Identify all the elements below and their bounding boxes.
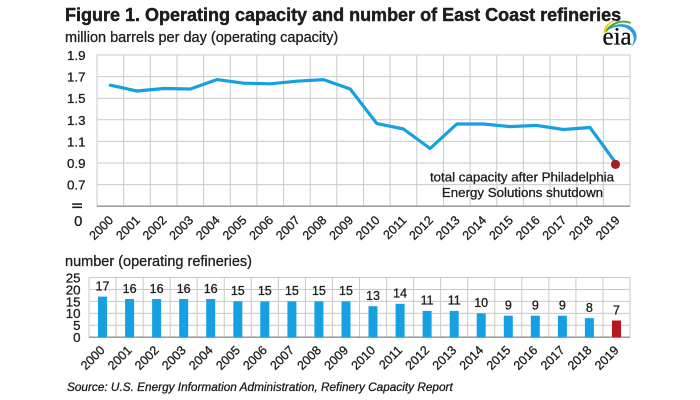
svg-text:15: 15 <box>339 284 353 298</box>
svg-text:total capacity after Philadelp: total capacity after Philadelphia <box>430 170 615 185</box>
svg-text:7: 7 <box>613 303 620 317</box>
svg-text:Energy Solutions shutdown: Energy Solutions shutdown <box>442 185 603 200</box>
svg-text:16: 16 <box>123 282 137 296</box>
svg-text:15: 15 <box>258 284 272 298</box>
svg-text:1.5: 1.5 <box>67 91 86 106</box>
svg-text:8: 8 <box>586 301 593 315</box>
svg-text:Figure 1. Operating capacity a: Figure 1. Operating capacity and number … <box>65 5 621 25</box>
svg-text:16: 16 <box>150 282 164 296</box>
svg-text:0: 0 <box>74 214 82 230</box>
svg-text:17: 17 <box>96 279 110 293</box>
svg-text:13: 13 <box>366 289 380 303</box>
svg-text:0: 0 <box>73 330 80 345</box>
svg-text:9: 9 <box>532 299 539 313</box>
svg-text:Source: U.S. Energy Informatio: Source: U.S. Energy Information Administ… <box>67 380 453 394</box>
svg-text:eia: eia <box>603 24 632 51</box>
svg-text:16: 16 <box>204 282 218 296</box>
svg-text:1.3: 1.3 <box>67 113 86 128</box>
svg-text:20: 20 <box>66 282 81 297</box>
svg-text:0.7: 0.7 <box>67 178 86 193</box>
svg-text:9: 9 <box>559 299 566 313</box>
svg-text:10: 10 <box>66 306 81 321</box>
svg-text:million barrels per day (opera: million barrels per day (operating capac… <box>65 30 338 46</box>
svg-text:15: 15 <box>312 284 326 298</box>
svg-text:15: 15 <box>231 284 245 298</box>
svg-text:1.9: 1.9 <box>67 48 86 63</box>
svg-text:1.7: 1.7 <box>67 70 86 85</box>
svg-text:16: 16 <box>177 282 191 296</box>
svg-text:1.1: 1.1 <box>67 134 86 149</box>
svg-text:5: 5 <box>73 318 80 333</box>
svg-text:15: 15 <box>285 284 299 298</box>
svg-text:25: 25 <box>66 270 81 285</box>
svg-text:11: 11 <box>448 294 461 308</box>
svg-text:number (operating refineries): number (operating refineries) <box>65 254 252 270</box>
svg-text:14: 14 <box>393 287 407 301</box>
svg-text:15: 15 <box>66 294 81 309</box>
svg-text:11: 11 <box>421 294 434 308</box>
svg-text:10: 10 <box>474 296 488 310</box>
svg-text:0.9: 0.9 <box>67 156 86 171</box>
svg-text:9: 9 <box>505 299 512 313</box>
